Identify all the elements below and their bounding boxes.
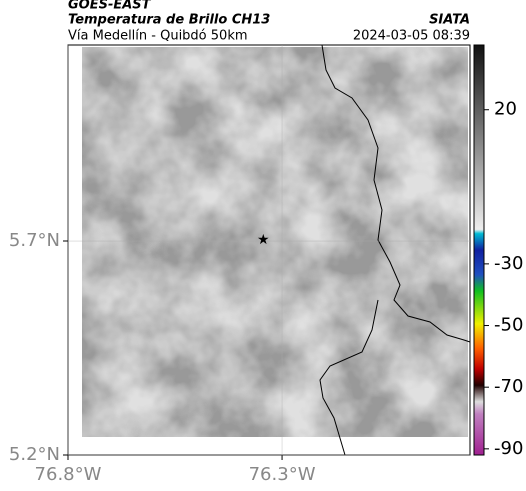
- location-marker: ★: [257, 232, 270, 248]
- region-label: Vía Medellín - Quibdó 50km: [68, 29, 248, 44]
- agency-label: SIATA: [429, 13, 470, 28]
- colorbar-tick-label: 20: [494, 99, 517, 120]
- x-tick-label: 76.3°W: [249, 464, 316, 485]
- colorbar-tick-label: -30: [494, 253, 523, 274]
- borders: [319, 44, 471, 456]
- x-tick-label: 76.8°W: [35, 464, 102, 485]
- colorbar-tick-label: -50: [494, 315, 523, 336]
- colorbar-tick-label: -70: [494, 376, 523, 397]
- source-title: GOES-EAST: [68, 0, 152, 13]
- brightness-imagery: [82, 47, 468, 437]
- colorbar-tick-label: -90: [494, 438, 523, 459]
- y-tick-label: 5.2°N: [9, 444, 60, 465]
- product-title: Temperatura de Brillo CH13: [68, 13, 270, 28]
- timestamp: 2024-03-05 08:39: [353, 29, 470, 44]
- colorbar: [473, 44, 485, 456]
- y-tick-label: 5.7°N: [9, 230, 60, 251]
